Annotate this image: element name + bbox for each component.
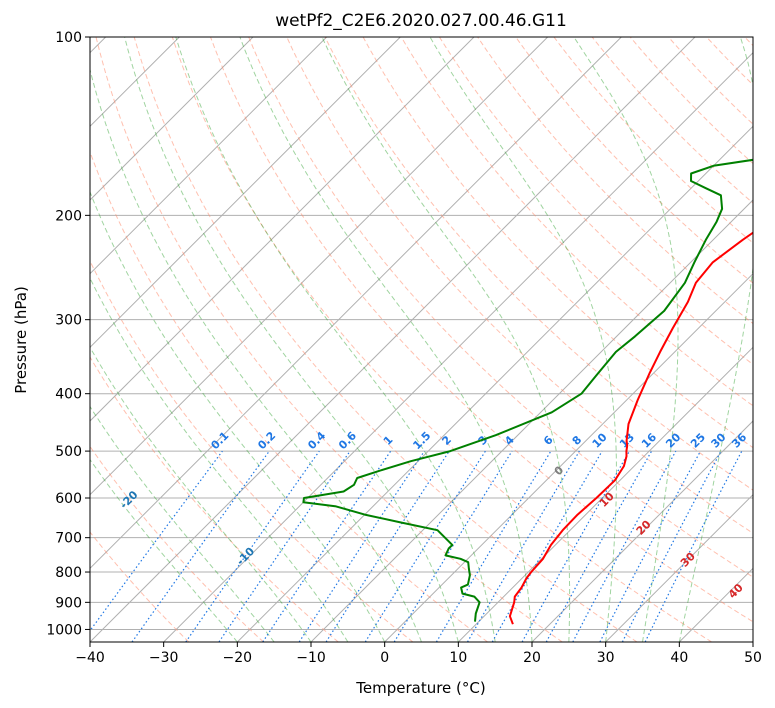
isotherm	[90, 37, 549, 496]
mixing-ratio-line	[325, 450, 450, 642]
isotherm	[457, 346, 753, 642]
x-tick-label: 40	[670, 650, 688, 666]
y-tick-label: 200	[55, 208, 82, 224]
x-tick-label: −20	[223, 650, 253, 666]
mixing-ratio-line	[218, 450, 351, 642]
dry-adiabat	[90, 259, 414, 642]
dewpoint-trace	[302, 158, 753, 622]
x-tick-label: 20	[523, 650, 541, 666]
dry-adiabat	[324, 37, 753, 491]
dry-adiabat	[171, 37, 712, 642]
moist-adiabat	[321, 37, 571, 642]
dry-adiabat	[90, 356, 339, 642]
y-axis-label: Pressure (hPa)	[12, 286, 30, 394]
x-tick-label: −30	[149, 650, 179, 666]
mixing-ratio-line	[644, 450, 743, 642]
mixing-ratio-line	[185, 450, 320, 642]
moist-adiabat	[90, 277, 349, 642]
temperature-trace	[508, 231, 753, 625]
isotherm	[90, 37, 696, 642]
moist-adiabat	[90, 67, 422, 642]
moist-adiabat	[90, 405, 275, 642]
isotherm	[90, 37, 254, 201]
isotherm	[90, 37, 475, 422]
y-tick-label: 900	[55, 595, 82, 611]
dry-adiabat	[515, 37, 753, 284]
y-tick-label: 500	[55, 444, 82, 460]
y-axis-ticks: 100 200 300 400 500 600 700 800 900 1000	[46, 30, 90, 638]
mixing-ratio-line	[298, 450, 425, 642]
mixing-ratio-line	[393, 450, 513, 642]
moist-adiabat	[678, 37, 753, 642]
y-tick-label: 400	[55, 387, 82, 403]
moist-adiabat	[573, 37, 679, 642]
moist-adiabat	[90, 190, 386, 642]
moist-adiabat	[239, 37, 533, 642]
x-axis-ticks: −40 −30 −20 −10 0 10 20 30 40 50	[75, 642, 762, 666]
dry-adiabat	[400, 37, 753, 407]
isotherm	[236, 125, 753, 642]
chart-title: wetPf2_C2E6.2020.027.00.46.G11	[275, 11, 567, 31]
x-tick-label: −10	[296, 650, 326, 666]
moist-adiabat	[175, 37, 496, 642]
isotherm	[384, 272, 753, 642]
mixing-ratio-line	[545, 450, 653, 642]
plot-frame	[89, 36, 754, 643]
x-tick-label: 30	[597, 650, 615, 666]
isotherm	[90, 37, 328, 275]
mixing-ratio-line	[90, 450, 223, 632]
background-lines	[90, 37, 753, 642]
mixing-ratio-line	[131, 450, 270, 642]
isotherm	[90, 37, 401, 349]
y-tick-label: 100	[55, 30, 82, 46]
y-tick-label: 800	[55, 565, 82, 581]
mixing-ratio-line	[521, 450, 631, 642]
dry-adiabat	[248, 37, 753, 578]
dry-adiabat	[438, 37, 753, 366]
y-tick-label: 700	[55, 531, 82, 547]
moist-adiabat	[90, 458, 238, 642]
plot-area	[90, 37, 753, 642]
dry-adiabat	[95, 37, 563, 642]
dry-adiabat	[133, 37, 638, 642]
moist-adiabat	[124, 37, 459, 642]
dry-adiabat	[210, 37, 753, 623]
x-tick-label: 50	[744, 650, 762, 666]
x-tick-label: 10	[449, 650, 467, 666]
dry-adiabat	[90, 445, 264, 642]
grid-lines	[90, 37, 753, 642]
x-tick-label: −40	[75, 650, 105, 666]
isotherm	[605, 493, 753, 642]
isotherm	[531, 420, 753, 642]
y-tick-label: 300	[55, 313, 82, 329]
dry-adiabat	[90, 150, 488, 642]
y-tick-label: 600	[55, 491, 82, 507]
isotherm	[90, 37, 622, 570]
mixing-ratio-line	[572, 450, 677, 642]
moist-adiabat	[429, 37, 617, 642]
mixing-ratio-line	[262, 450, 392, 642]
x-axis-label: Temperature (°C)	[355, 679, 485, 697]
isotherm	[163, 51, 753, 642]
profile-traces	[302, 158, 753, 625]
x-tick-label: 0	[380, 650, 389, 666]
dry-adiabat	[90, 531, 190, 642]
y-tick-label: 1000	[46, 622, 82, 638]
moist-adiabat	[90, 346, 312, 642]
